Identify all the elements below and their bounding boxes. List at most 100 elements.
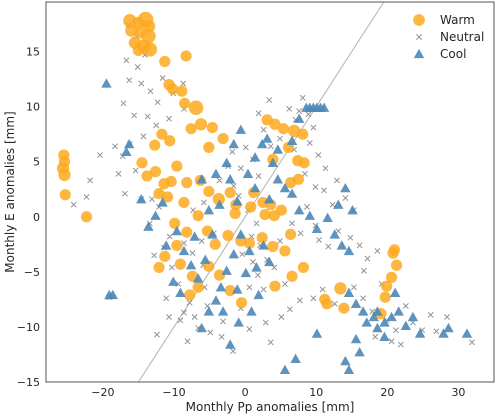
point-cool: [386, 311, 397, 322]
point-neutral: [278, 314, 285, 320]
point-neutral: [333, 177, 340, 184]
point-neutral: [134, 64, 141, 70]
point-neutral: [140, 133, 147, 140]
point-warm: [203, 141, 215, 153]
point-warm: [132, 44, 145, 57]
point-cool: [343, 287, 355, 297]
point-neutral: [166, 314, 172, 320]
point-neutral: [304, 203, 310, 210]
point-cool: [329, 229, 340, 239]
point-neutral: [159, 75, 166, 81]
point-warm: [171, 239, 183, 252]
point-neutral: [115, 170, 122, 177]
point-cool: [215, 282, 227, 292]
point-warm: [142, 42, 158, 57]
point-cool: [192, 273, 204, 283]
point-warm: [334, 282, 347, 295]
point-warm: [235, 297, 248, 309]
point-neutral: [149, 196, 155, 203]
point-neutral: [469, 339, 475, 346]
point-warm: [159, 250, 171, 263]
point-cool: [407, 311, 419, 322]
point-cool: [233, 317, 244, 327]
point-neutral: [388, 338, 395, 345]
data-points: [56, 11, 475, 375]
x-tick-label: 20: [380, 386, 394, 399]
y-tick-label: 5: [33, 156, 40, 169]
point-warm: [203, 185, 215, 198]
point-neutral: [153, 122, 160, 129]
point-neutral: [163, 295, 170, 302]
point-cool: [286, 135, 298, 145]
point-neutral: [296, 297, 303, 304]
point-neutral: [207, 329, 214, 336]
point-cool: [256, 138, 268, 149]
point-neutral: [427, 311, 434, 318]
point-neutral: [216, 177, 223, 184]
point-warm: [321, 298, 333, 310]
point-warm: [141, 170, 153, 182]
point-neutral: [120, 100, 127, 107]
point-warm: [275, 204, 287, 216]
point-neutral: [260, 286, 267, 293]
point-cool: [178, 245, 190, 256]
point-cool: [438, 328, 449, 338]
point-neutral: [281, 281, 288, 287]
point-cool: [272, 174, 284, 184]
point-warm: [179, 97, 191, 109]
point-warm: [149, 139, 161, 151]
point-cool: [157, 197, 168, 207]
legend-label-warm: Warm: [440, 13, 475, 27]
point-neutral: [260, 126, 267, 133]
point-neutral: [392, 327, 399, 334]
point-neutral: [316, 236, 323, 243]
x-tick-label: 10: [309, 386, 323, 399]
point-cool: [246, 306, 257, 316]
point-warm: [256, 232, 268, 244]
point-neutral: [267, 339, 274, 346]
point-neutral: [262, 319, 269, 326]
point-neutral: [267, 143, 274, 150]
y-tick-label: −15: [17, 376, 40, 389]
point-warm: [386, 271, 398, 283]
point-neutral: [166, 115, 172, 122]
point-neutral: [306, 140, 313, 146]
point-cool: [261, 133, 273, 143]
point-neutral: [184, 338, 191, 345]
point-neutral: [230, 348, 236, 355]
point-cool: [340, 182, 351, 193]
point-neutral: [253, 220, 260, 227]
legend-marker-cool: [413, 48, 425, 59]
point-cool: [136, 193, 147, 204]
point-neutral: [254, 272, 261, 279]
point-cool: [286, 188, 298, 198]
point-cool: [357, 306, 369, 316]
point-cool: [203, 306, 215, 316]
y-tick-label: 15: [26, 46, 40, 59]
point-cool: [221, 265, 232, 275]
point-neutral: [153, 331, 160, 338]
point-neutral: [191, 314, 198, 320]
point-cool: [443, 322, 454, 333]
point-cool: [311, 328, 323, 338]
point-cool: [272, 144, 284, 154]
point-neutral: [154, 99, 161, 106]
plot-area: [56, 1, 475, 383]
point-cool: [318, 102, 330, 112]
point-cool: [293, 204, 305, 215]
point-neutral: [112, 143, 118, 150]
point-neutral: [433, 328, 440, 335]
point-warm: [176, 85, 188, 97]
point-warm: [159, 55, 171, 68]
point-neutral: [237, 165, 244, 172]
point-warm: [212, 192, 225, 206]
point-warm: [156, 128, 168, 140]
plot-frame: [45, 1, 495, 383]
point-neutral: [299, 94, 306, 101]
point-cool: [107, 289, 119, 300]
x-tick-label: 0: [242, 386, 249, 399]
point-cool: [185, 260, 197, 270]
point-neutral: [402, 303, 409, 309]
point-warm: [285, 177, 297, 189]
point-cool: [240, 267, 252, 278]
